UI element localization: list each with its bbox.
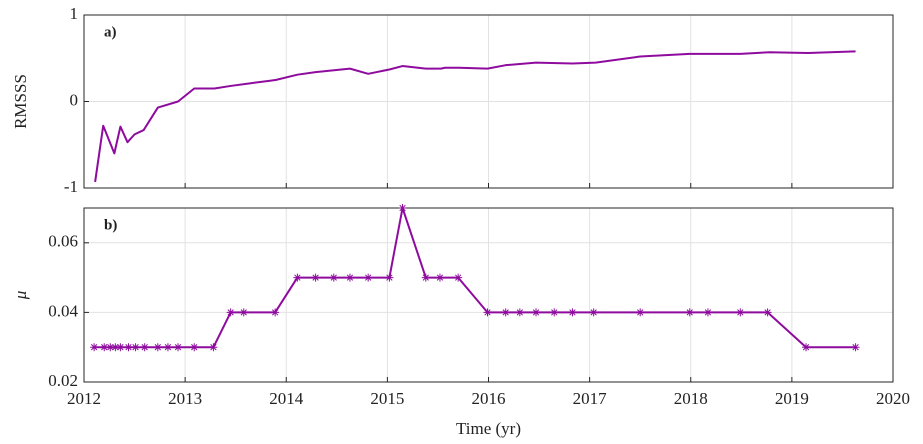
data-marker [636, 308, 645, 317]
data-marker [124, 343, 133, 352]
x-tick-label: 2019 [775, 389, 809, 408]
data-marker [501, 308, 510, 317]
data-marker [311, 273, 320, 282]
data-marker [174, 343, 183, 352]
x-tick-label: 2020 [876, 389, 910, 408]
data-marker [398, 204, 407, 212]
x-tick-label: 2015 [370, 389, 404, 408]
data-marker [763, 308, 772, 317]
x-axis-label: Time (yr) [456, 419, 521, 438]
data-marker [851, 343, 860, 352]
y-tick-label: 0.02 [48, 371, 78, 390]
data-marker [454, 273, 463, 282]
y-tick-label: -1 [64, 177, 78, 196]
data-line [94, 50, 856, 183]
data-marker [116, 343, 125, 352]
data-line [94, 207, 856, 349]
data-marker [293, 273, 302, 282]
y-tick-label: 0.04 [48, 301, 78, 320]
data-marker [515, 308, 524, 317]
data-marker [153, 343, 162, 352]
data-marker [736, 308, 745, 317]
data-marker [271, 308, 280, 317]
x-tick-label: 2016 [472, 389, 506, 408]
data-marker [226, 308, 235, 317]
y-axis-label: RMSSS [11, 74, 30, 129]
data-marker [100, 343, 109, 352]
data-marker [329, 273, 338, 282]
data-marker [532, 308, 541, 317]
x-tick-label: 2018 [674, 389, 708, 408]
y-axis-label: μ [11, 291, 30, 301]
panel-label: b) [104, 217, 117, 233]
y-tick-label: 0.06 [48, 232, 78, 251]
data-marker [802, 343, 811, 352]
data-marker [209, 343, 218, 352]
panel-label: a) [104, 24, 117, 40]
data-marker [435, 273, 444, 282]
data-marker [131, 343, 140, 352]
data-marker [421, 273, 430, 282]
data-marker [703, 308, 712, 317]
x-tick-label: 2014 [269, 389, 304, 408]
data-marker [550, 308, 559, 317]
axes-box [83, 14, 894, 189]
data-marker [685, 308, 694, 317]
x-tick-label: 2012 [67, 389, 101, 408]
x-tick-label: 2017 [573, 389, 608, 408]
x-tick-label: 2013 [168, 389, 202, 408]
data-marker [106, 343, 115, 352]
data-marker [90, 343, 99, 352]
data-marker [385, 273, 394, 282]
data-marker [190, 343, 199, 352]
y-tick-label: 0 [70, 90, 79, 109]
data-marker [568, 308, 577, 317]
y-tick-label: 1 [70, 4, 79, 23]
data-marker [163, 343, 172, 352]
data-marker [239, 308, 248, 317]
data-marker [589, 308, 598, 317]
data-marker [483, 308, 492, 317]
data-marker [345, 273, 354, 282]
data-marker [364, 273, 373, 282]
data-marker [111, 343, 120, 352]
data-marker [140, 343, 149, 352]
axes-box [83, 207, 894, 383]
